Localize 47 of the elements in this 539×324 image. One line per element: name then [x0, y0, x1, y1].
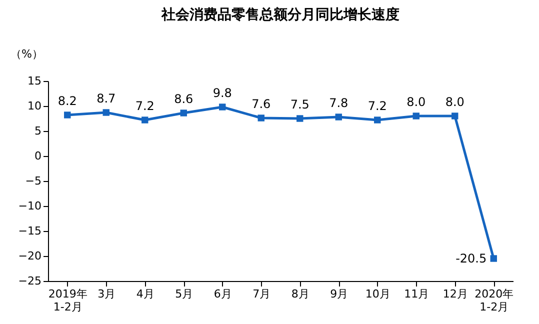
y-tick-label: 10	[28, 100, 42, 112]
x-tick-label: 4月	[136, 288, 154, 300]
y-tick-label: 0	[34, 150, 42, 162]
data-label: 9.8	[212, 86, 232, 100]
x-tick-label: 5月	[175, 288, 194, 300]
x-tick-label: 2019年 1-2月	[48, 288, 88, 314]
point	[219, 104, 226, 110]
x-tick-label: 11月	[404, 288, 430, 300]
point	[412, 112, 420, 120]
point	[180, 110, 187, 116]
point	[374, 116, 381, 124]
data-label: 8.7	[96, 92, 116, 106]
data-label: 7.2	[368, 99, 387, 113]
y-axis-title: （%）	[10, 48, 43, 60]
point	[142, 116, 148, 124]
data-label: 8.6	[174, 92, 194, 106]
x-tick-label: 12月	[442, 288, 468, 300]
y-tick-label: −5	[25, 174, 42, 188]
data-label: 8.2	[58, 94, 77, 108]
data-label: 7.8	[329, 96, 348, 110]
point	[490, 255, 497, 262]
data-label: 7.6	[252, 97, 271, 111]
data-label: 7.2	[135, 99, 154, 113]
y-tick-label: −10	[18, 200, 42, 212]
y-tick-label: 15	[28, 74, 42, 88]
data-label: -20.5	[456, 252, 487, 266]
y-tick-label: 5	[34, 124, 42, 138]
point	[452, 112, 458, 120]
point	[64, 112, 71, 118]
x-tick-label: 10月	[365, 288, 390, 300]
x-tick-label: 6月	[214, 288, 232, 300]
data-label: 8.0	[445, 95, 464, 109]
x-tick-label: 8月	[291, 288, 310, 300]
point	[102, 109, 110, 116]
y-tick-label: −25	[18, 274, 42, 288]
chart-title: 社会消费品零售总额分月同比增长速度	[160, 6, 400, 23]
y-tick-label: −15	[18, 224, 42, 238]
data-label: 7.5	[290, 98, 310, 112]
point	[296, 115, 304, 122]
x-tick-label: 2020年 1-2月	[474, 288, 514, 314]
y-tick-label: −20	[18, 250, 42, 262]
point	[335, 114, 342, 120]
x-tick-label: 7月	[252, 288, 271, 300]
x-tick-label: 3月	[98, 288, 116, 300]
point	[258, 114, 264, 122]
data-label: 8.0	[406, 95, 426, 109]
x-tick-label: 9月	[330, 288, 348, 300]
